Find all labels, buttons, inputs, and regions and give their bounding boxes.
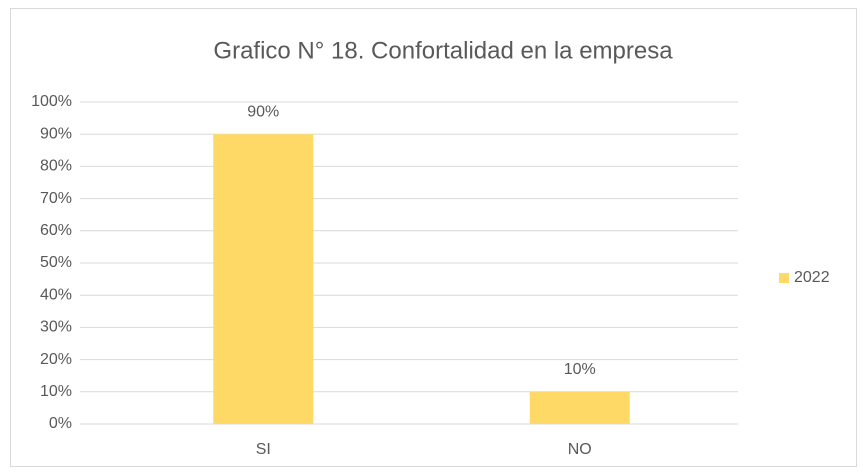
x-tick-label: SI xyxy=(256,441,271,458)
bar xyxy=(529,391,630,424)
y-tick-label: 20% xyxy=(40,351,72,368)
x-tick-label: NO xyxy=(568,441,592,458)
chart-title: Grafico N° 18. Confortalidad en la empre… xyxy=(213,37,673,64)
y-tick-label: 60% xyxy=(40,222,72,239)
data-label: 90% xyxy=(247,103,279,120)
y-tick-label: 50% xyxy=(40,254,72,271)
y-tick-label: 80% xyxy=(40,158,72,175)
y-tick-label: 0% xyxy=(49,415,72,432)
legend-swatch xyxy=(779,273,789,283)
y-tick-label: 10% xyxy=(40,383,72,400)
y-tick-label: 90% xyxy=(40,125,72,142)
data-label: 10% xyxy=(564,361,596,378)
y-tick-label: 70% xyxy=(40,190,72,207)
y-tick-label: 100% xyxy=(31,93,72,110)
chart-border xyxy=(10,8,857,467)
legend-label: 2022 xyxy=(794,269,830,286)
y-tick-label: 40% xyxy=(40,286,72,303)
y-tick-label: 30% xyxy=(40,319,72,336)
bar xyxy=(213,134,314,424)
